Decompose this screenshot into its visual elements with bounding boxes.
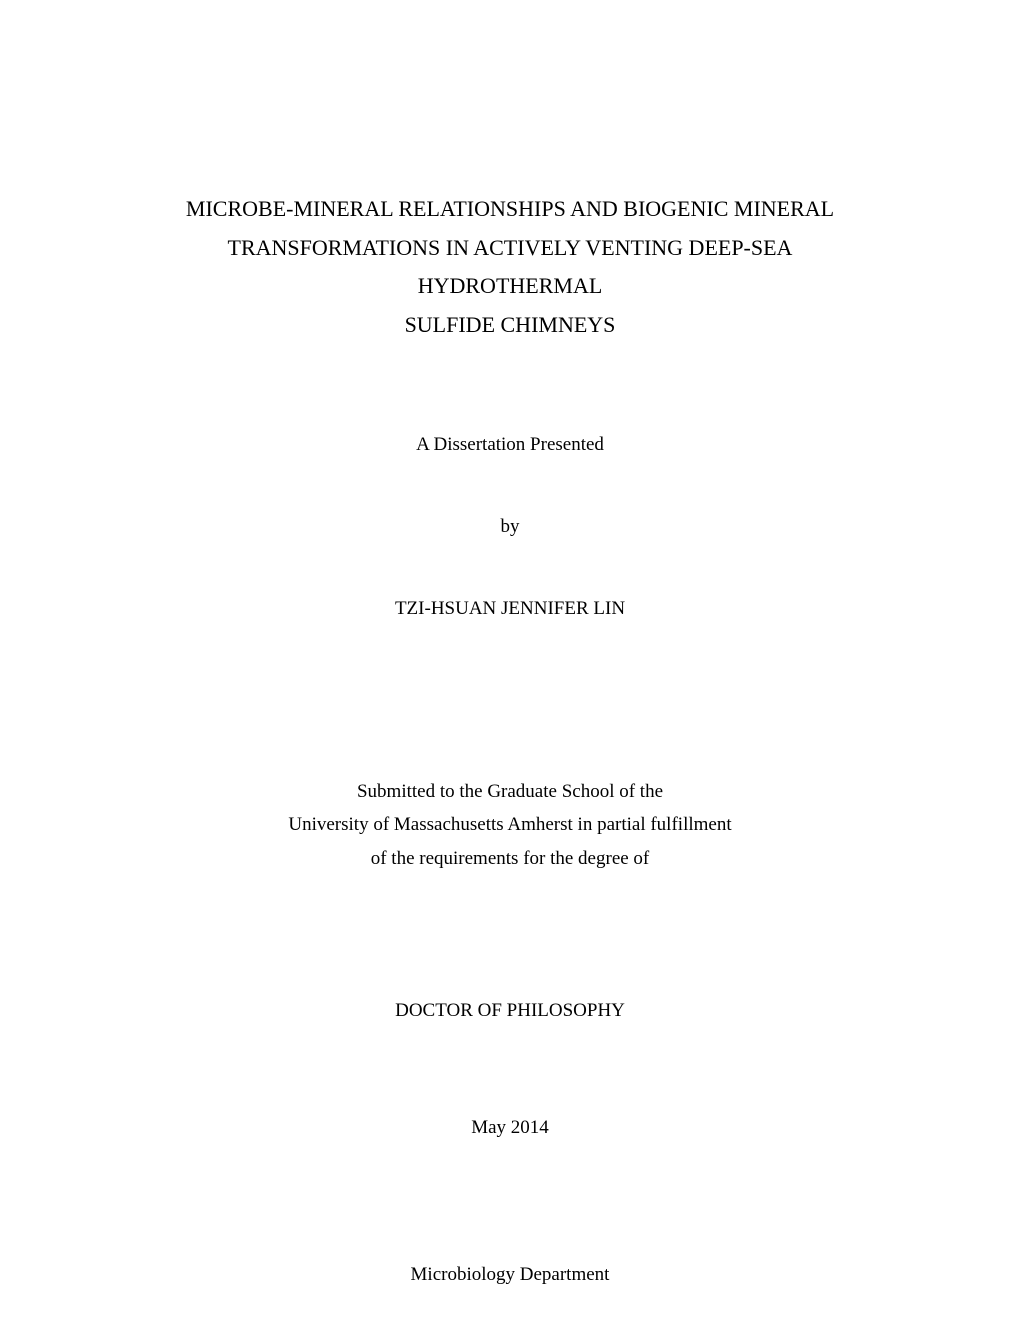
title-line-1: MICROBE-MINERAL RELATIONSHIPS AND BIOGEN… <box>150 190 870 229</box>
author-name: TZI-HSUAN JENNIFER LIN <box>150 598 870 620</box>
title-line-2: TRANSFORMATIONS IN ACTIVELY VENTING DEEP… <box>150 229 870 306</box>
completion-date: May 2014 <box>150 1117 870 1139</box>
department-name: Microbiology Department <box>150 1264 870 1286</box>
title-line-3: SULFIDE CHIMNEYS <box>150 306 870 345</box>
title-page: MICROBE-MINERAL RELATIONSHIPS AND BIOGEN… <box>0 0 1020 1320</box>
submission-line-2: University of Massachusetts Amherst in p… <box>150 808 870 841</box>
dissertation-title: MICROBE-MINERAL RELATIONSHIPS AND BIOGEN… <box>150 190 870 344</box>
by-label: by <box>150 516 870 538</box>
subtitle: A Dissertation Presented <box>150 434 870 456</box>
submission-statement: Submitted to the Graduate School of the … <box>150 775 870 875</box>
degree-title: DOCTOR OF PHILOSOPHY <box>150 1000 870 1022</box>
submission-line-3: of the requirements for the degree of <box>150 842 870 875</box>
submission-line-1: Submitted to the Graduate School of the <box>150 775 870 808</box>
